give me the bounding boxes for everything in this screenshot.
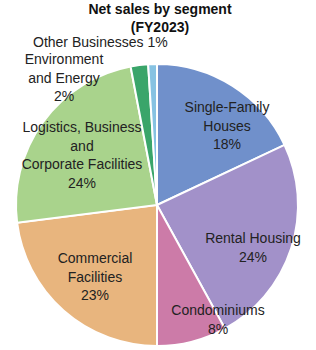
category-label-line: Rental Housing xyxy=(205,230,301,246)
value-label: 23% xyxy=(81,287,109,303)
category-label-line: Houses xyxy=(203,118,250,134)
chart: Net sales by segment(FY2023)Single-Famil… xyxy=(0,0,316,350)
category-label: Condominiums xyxy=(171,302,264,318)
slice xyxy=(17,205,157,346)
category-label-line: Commercial xyxy=(58,250,133,266)
category-label-line: and xyxy=(70,138,93,154)
category-label: Environment and Energy xyxy=(25,51,104,86)
value-label: 1% xyxy=(148,34,168,50)
category-label-line: Condominiums xyxy=(171,302,264,318)
title-line: Net sales by segment xyxy=(88,1,232,17)
category-label: Other Businesses xyxy=(33,34,144,50)
category-label-line: Environment xyxy=(25,51,104,67)
pie xyxy=(16,64,298,346)
category-label: Commercial Facilities xyxy=(58,250,133,285)
value-label: 8% xyxy=(208,321,228,337)
category-label-line: Facilities xyxy=(68,269,122,285)
title: Net sales by segment (FY2023) xyxy=(88,1,232,35)
title-line: (FY2023) xyxy=(131,19,189,35)
category-label-line: Logistics, Business xyxy=(22,119,141,135)
category-label: Logistics, Business and Corporate Faciliti… xyxy=(22,119,143,172)
value-label: 18% xyxy=(213,136,241,152)
labels: Single-Family Houses 18% Rental Housing 24% C… xyxy=(22,34,301,337)
category-label: Rental Housing xyxy=(205,230,301,246)
value-label: 24% xyxy=(68,175,96,191)
value-label: 2% xyxy=(54,88,74,104)
category-label-line: and Energy xyxy=(28,70,100,86)
category-label-line: Corporate Facilities xyxy=(22,156,143,172)
value-label: 24% xyxy=(239,249,267,265)
category-label: Single-Family Houses xyxy=(185,99,270,134)
category-label-line: Other Businesses xyxy=(33,34,144,50)
category-label-line: Single-Family xyxy=(185,99,270,115)
slice xyxy=(148,64,157,205)
